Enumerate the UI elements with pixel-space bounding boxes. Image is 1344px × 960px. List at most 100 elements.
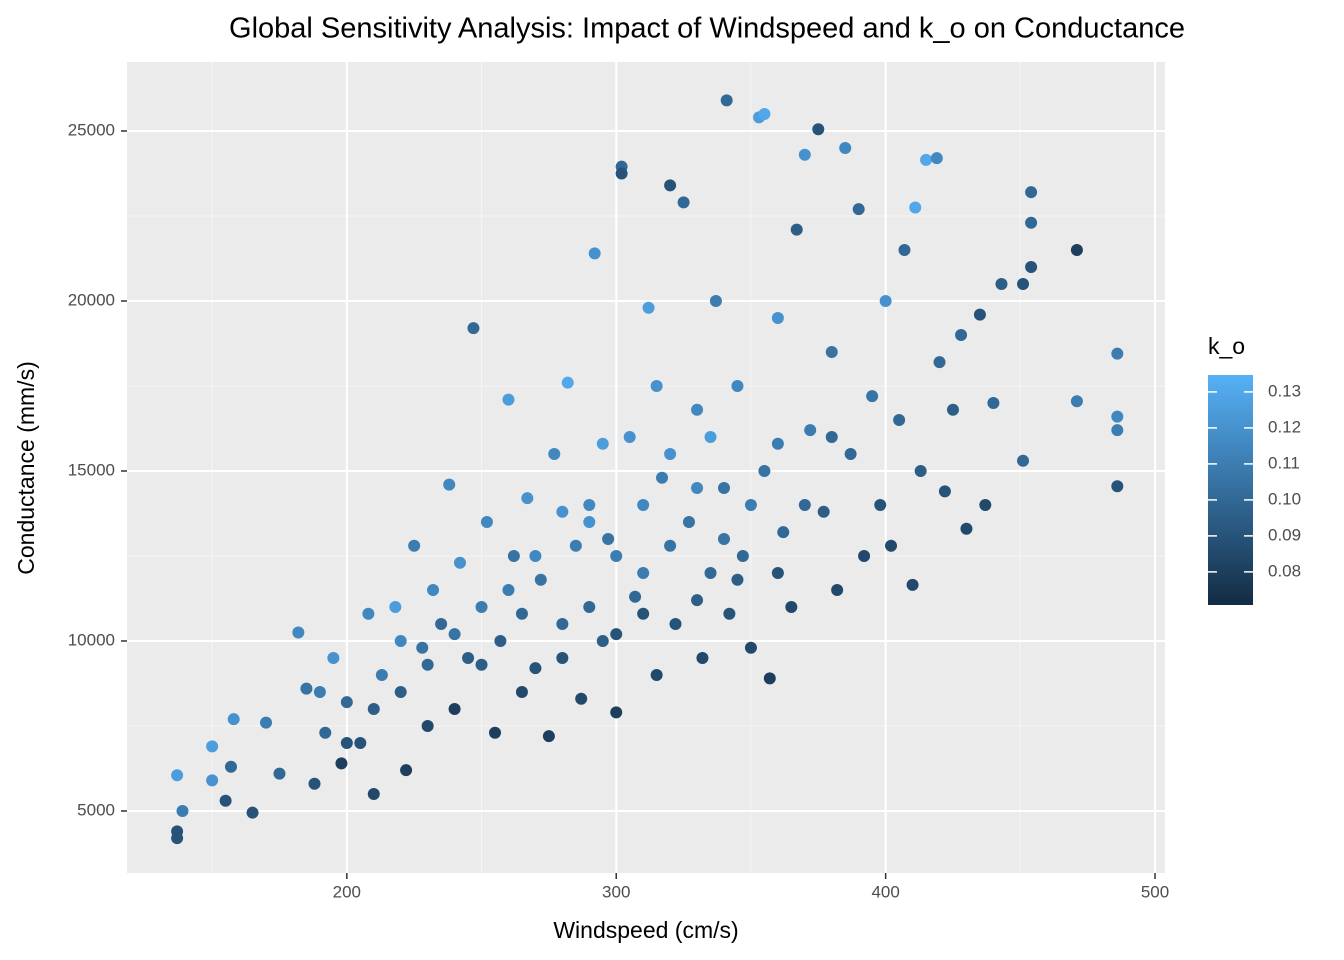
colorbar-tick-label: 0.12 — [1268, 417, 1301, 436]
point — [494, 634, 507, 647]
point — [938, 485, 951, 498]
point — [771, 437, 784, 450]
point — [408, 539, 421, 552]
point — [515, 607, 528, 620]
point — [615, 167, 628, 180]
point — [1111, 480, 1124, 493]
point — [1025, 260, 1038, 273]
point — [1111, 410, 1124, 423]
point — [1017, 277, 1030, 290]
point — [335, 757, 348, 770]
point — [979, 498, 992, 511]
point — [529, 549, 542, 562]
point — [955, 328, 968, 341]
y-tick-label: 20000 — [68, 290, 115, 309]
point — [852, 203, 865, 216]
point — [327, 651, 340, 664]
point — [340, 736, 353, 749]
point — [785, 600, 798, 613]
point — [227, 713, 240, 726]
point — [642, 301, 655, 314]
point — [507, 549, 520, 562]
point — [771, 311, 784, 324]
colorbar-tick-label: 0.09 — [1268, 525, 1301, 544]
point — [1111, 347, 1124, 360]
point — [664, 539, 677, 552]
point — [300, 682, 313, 695]
point — [777, 526, 790, 539]
points — [171, 94, 1124, 845]
x-tick-label: 300 — [602, 882, 630, 901]
point — [308, 777, 321, 790]
point — [394, 634, 407, 647]
point — [691, 403, 704, 416]
point — [475, 658, 488, 671]
point — [534, 573, 547, 586]
point — [354, 736, 367, 749]
point — [656, 471, 669, 484]
point — [1111, 424, 1124, 437]
point — [448, 628, 461, 641]
point — [521, 492, 534, 505]
point — [731, 379, 744, 392]
point — [771, 566, 784, 579]
point — [717, 532, 730, 545]
point — [206, 774, 219, 787]
point — [704, 430, 717, 443]
point — [583, 498, 596, 511]
point — [906, 578, 919, 591]
point — [561, 376, 574, 389]
point — [1025, 186, 1038, 199]
chart-title: Global Sensitivity Analysis: Impact of W… — [229, 13, 1185, 45]
point — [629, 590, 642, 603]
point — [502, 393, 515, 406]
point — [480, 515, 493, 528]
point — [758, 464, 771, 477]
point — [610, 549, 623, 562]
point — [176, 804, 189, 817]
point — [569, 539, 582, 552]
point — [885, 539, 898, 552]
point — [453, 556, 466, 569]
point — [973, 308, 986, 321]
colorbar — [1208, 375, 1253, 605]
y-tick-label: 15000 — [68, 460, 115, 479]
point — [367, 702, 380, 715]
point — [542, 730, 555, 743]
point — [340, 696, 353, 709]
point — [273, 767, 286, 780]
point — [171, 769, 184, 782]
point — [467, 322, 480, 335]
point — [219, 794, 232, 807]
point — [610, 628, 623, 641]
point — [224, 760, 237, 773]
point — [394, 685, 407, 698]
point — [596, 634, 609, 647]
point — [515, 685, 528, 698]
point — [825, 345, 838, 358]
point — [596, 437, 609, 450]
point — [421, 658, 434, 671]
point — [704, 566, 717, 579]
colorbar-tick-label: 0.10 — [1268, 489, 1301, 508]
point — [489, 726, 502, 739]
point — [736, 549, 749, 562]
point — [575, 692, 588, 705]
point — [583, 515, 596, 528]
point — [400, 764, 413, 777]
point — [556, 505, 569, 518]
x-tick-label: 400 — [871, 882, 899, 901]
point — [844, 447, 857, 460]
point — [804, 424, 817, 437]
point — [502, 583, 515, 596]
point — [367, 787, 380, 800]
point — [637, 498, 650, 511]
y-tick-label: 5000 — [77, 800, 115, 819]
point — [669, 617, 682, 630]
point — [637, 607, 650, 620]
point — [987, 396, 1000, 409]
point — [462, 651, 475, 664]
point — [874, 498, 887, 511]
point — [650, 668, 663, 681]
point — [691, 481, 704, 494]
